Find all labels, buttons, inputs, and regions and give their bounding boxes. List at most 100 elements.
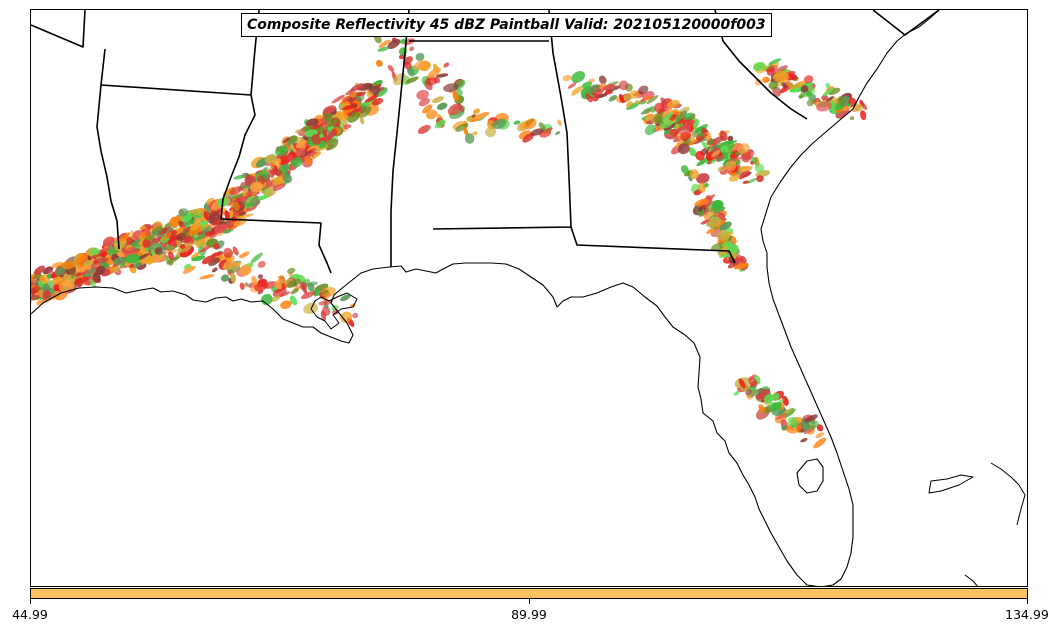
reflectivity-blob [654,102,665,114]
reflectivity-blob [418,97,431,107]
reflectivity-blob [211,267,218,273]
reflectivity-blob [197,209,204,217]
reflectivity-blob [178,220,184,227]
reflectivity-blob [571,70,586,84]
reflectivity-blob [800,85,809,93]
reflectivity-blob [728,256,736,264]
reflectivity-blob [625,101,633,108]
reflectivity-blob [701,141,709,150]
reflectivity-blob [816,101,832,112]
reflectivity-blob [314,283,329,292]
reflectivity-blob [443,62,450,68]
reflectivity-blob [208,257,220,267]
reflectivity-blob [157,227,168,236]
reflectivity-blob [768,81,778,90]
reflectivity-blob [364,94,379,103]
colorbar-tick-max: 134.99 [1005,607,1049,622]
reflectivity-blob [398,47,408,56]
reflectivity-blob [321,286,336,297]
reflectivity-blob [76,265,92,273]
reflectivity-blob [711,149,721,158]
reflectivity-blob [659,108,673,119]
reflectivity-blob [452,91,459,102]
reflectivity-blob [711,242,725,251]
reflectivity-blob [280,300,292,309]
reflectivity-blob [244,282,249,287]
reflectivity-blob [562,75,572,82]
reflectivity-blob [168,251,175,261]
reflectivity-blob [93,259,98,264]
reflectivity-blob [773,70,789,83]
reflectivity-blob [75,272,82,277]
reflectivity-blob [286,139,298,146]
reflectivity-blob [340,311,353,323]
reflectivity-blob [830,106,836,114]
reflectivity-blob [129,264,134,268]
reflectivity-blob [837,95,846,106]
reflectivity-blob [683,112,695,121]
reflectivity-blob [162,232,173,241]
reflectivity-blob [638,85,649,95]
reflectivity-blob [356,91,366,97]
reflectivity-blob [192,217,203,224]
reflectivity-blob [753,61,765,72]
reflectivity-blob [677,143,690,155]
reflectivity-blob [153,235,162,241]
reflectivity-blob [176,232,186,241]
reflectivity-blob [754,78,762,86]
reflectivity-blob [434,119,446,129]
reflectivity-blob [375,59,383,67]
reflectivity-blob [854,103,864,112]
reflectivity-blob [166,256,180,265]
reflectivity-blob [602,84,616,91]
reflectivity-blob [257,274,264,279]
reflectivity-blob [220,274,230,282]
reflectivity-blob [729,173,741,182]
reflectivity-blob [203,211,209,221]
reflectivity-blob [689,169,699,180]
reflectivity-blob [257,260,266,268]
reflectivity-blob [238,211,247,216]
reflectivity-blob [233,201,240,211]
colorbar-tick-mark [30,599,31,604]
colorbar-tick-min: 44.99 [12,607,48,622]
reflectivity-blob [833,104,844,111]
reflectivity-blob [352,312,359,319]
reflectivity-blob [371,97,384,106]
reflectivity-blob [800,421,810,432]
reflectivity-blob [825,96,835,102]
reflectivity-blob [83,259,93,267]
reflectivity-blob [485,126,497,138]
reflectivity-blob [846,103,853,107]
reflectivity-blob [144,255,154,265]
reflectivity-blob [224,210,230,220]
colorbar-tick-mark [1027,599,1028,604]
colorbar-tick-mark [529,599,530,604]
reflectivity-blob [807,420,819,430]
reflectivity-blob [700,219,710,225]
reflectivity-blob [805,90,812,97]
reflectivity-blob [696,173,710,184]
reflectivity-blob [299,281,308,291]
reflectivity-blob [223,247,233,259]
reflectivity-blob [98,251,109,257]
reflectivity-blob [358,106,372,118]
reflectivity-blob [623,93,632,102]
reflectivity-blob [125,254,140,264]
reflectivity-blob [803,414,818,424]
reflectivity-blob [112,256,128,266]
reflectivity-blob [605,85,621,92]
reflectivity-blob [54,267,66,276]
reflectivity-blob [822,87,834,97]
reflectivity-blob [322,105,337,114]
reflectivity-blob [738,170,750,180]
reflectivity-blob [233,193,244,199]
reflectivity-blob [190,251,201,260]
reflectivity-blob [435,73,449,78]
reflectivity-blob [522,132,535,143]
reflectivity-blob [191,255,206,262]
reflectivity-blob [688,119,696,125]
reflectivity-blob [557,119,562,126]
reflectivity-blob [324,114,329,119]
reflectivity-blob [53,290,60,295]
